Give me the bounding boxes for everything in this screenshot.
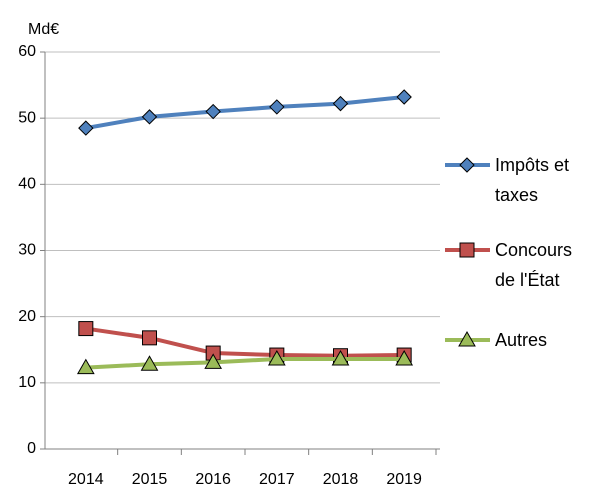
point-marker (269, 99, 285, 115)
legend-label: Concours de l'État (495, 240, 573, 290)
point-marker (78, 120, 94, 136)
point-marker (141, 109, 158, 125)
point-marker (331, 350, 350, 366)
series-line (85, 326, 405, 358)
y-tick-label: 10 (18, 374, 36, 391)
point-marker (396, 89, 412, 105)
series-line (85, 95, 405, 131)
y-tick-label: 20 (18, 308, 36, 325)
y-tick-label: 60 (18, 43, 36, 60)
legend-label: Impôts et taxes (495, 155, 570, 205)
x-tick-label: 2018 (323, 471, 359, 488)
x-tick-label: 2015 (132, 471, 168, 488)
x-tick-label: 2019 (386, 471, 422, 488)
y-tick-label: 50 (18, 109, 36, 126)
point-marker (395, 350, 414, 366)
legend-marker (459, 157, 475, 173)
unit-label: Md€ (28, 21, 59, 38)
x-tick-label: 2014 (68, 471, 104, 488)
point-marker (332, 95, 349, 112)
x-tick-label: 2017 (259, 471, 295, 488)
legend-marker (458, 330, 476, 347)
y-tick-label: 0 (27, 440, 36, 457)
point-marker (267, 350, 286, 366)
point-marker (142, 330, 157, 346)
point-marker (204, 353, 223, 369)
point-marker (78, 321, 94, 337)
series-line (85, 357, 405, 370)
point-marker (205, 103, 221, 120)
y-tick-label: 40 (18, 176, 36, 193)
legend-marker (459, 242, 475, 258)
y-tick-label: 30 (18, 242, 36, 259)
x-tick-label: 2016 (195, 471, 231, 488)
legend-label: Autres (495, 330, 548, 350)
point-marker (76, 358, 95, 375)
point-marker (140, 355, 159, 371)
